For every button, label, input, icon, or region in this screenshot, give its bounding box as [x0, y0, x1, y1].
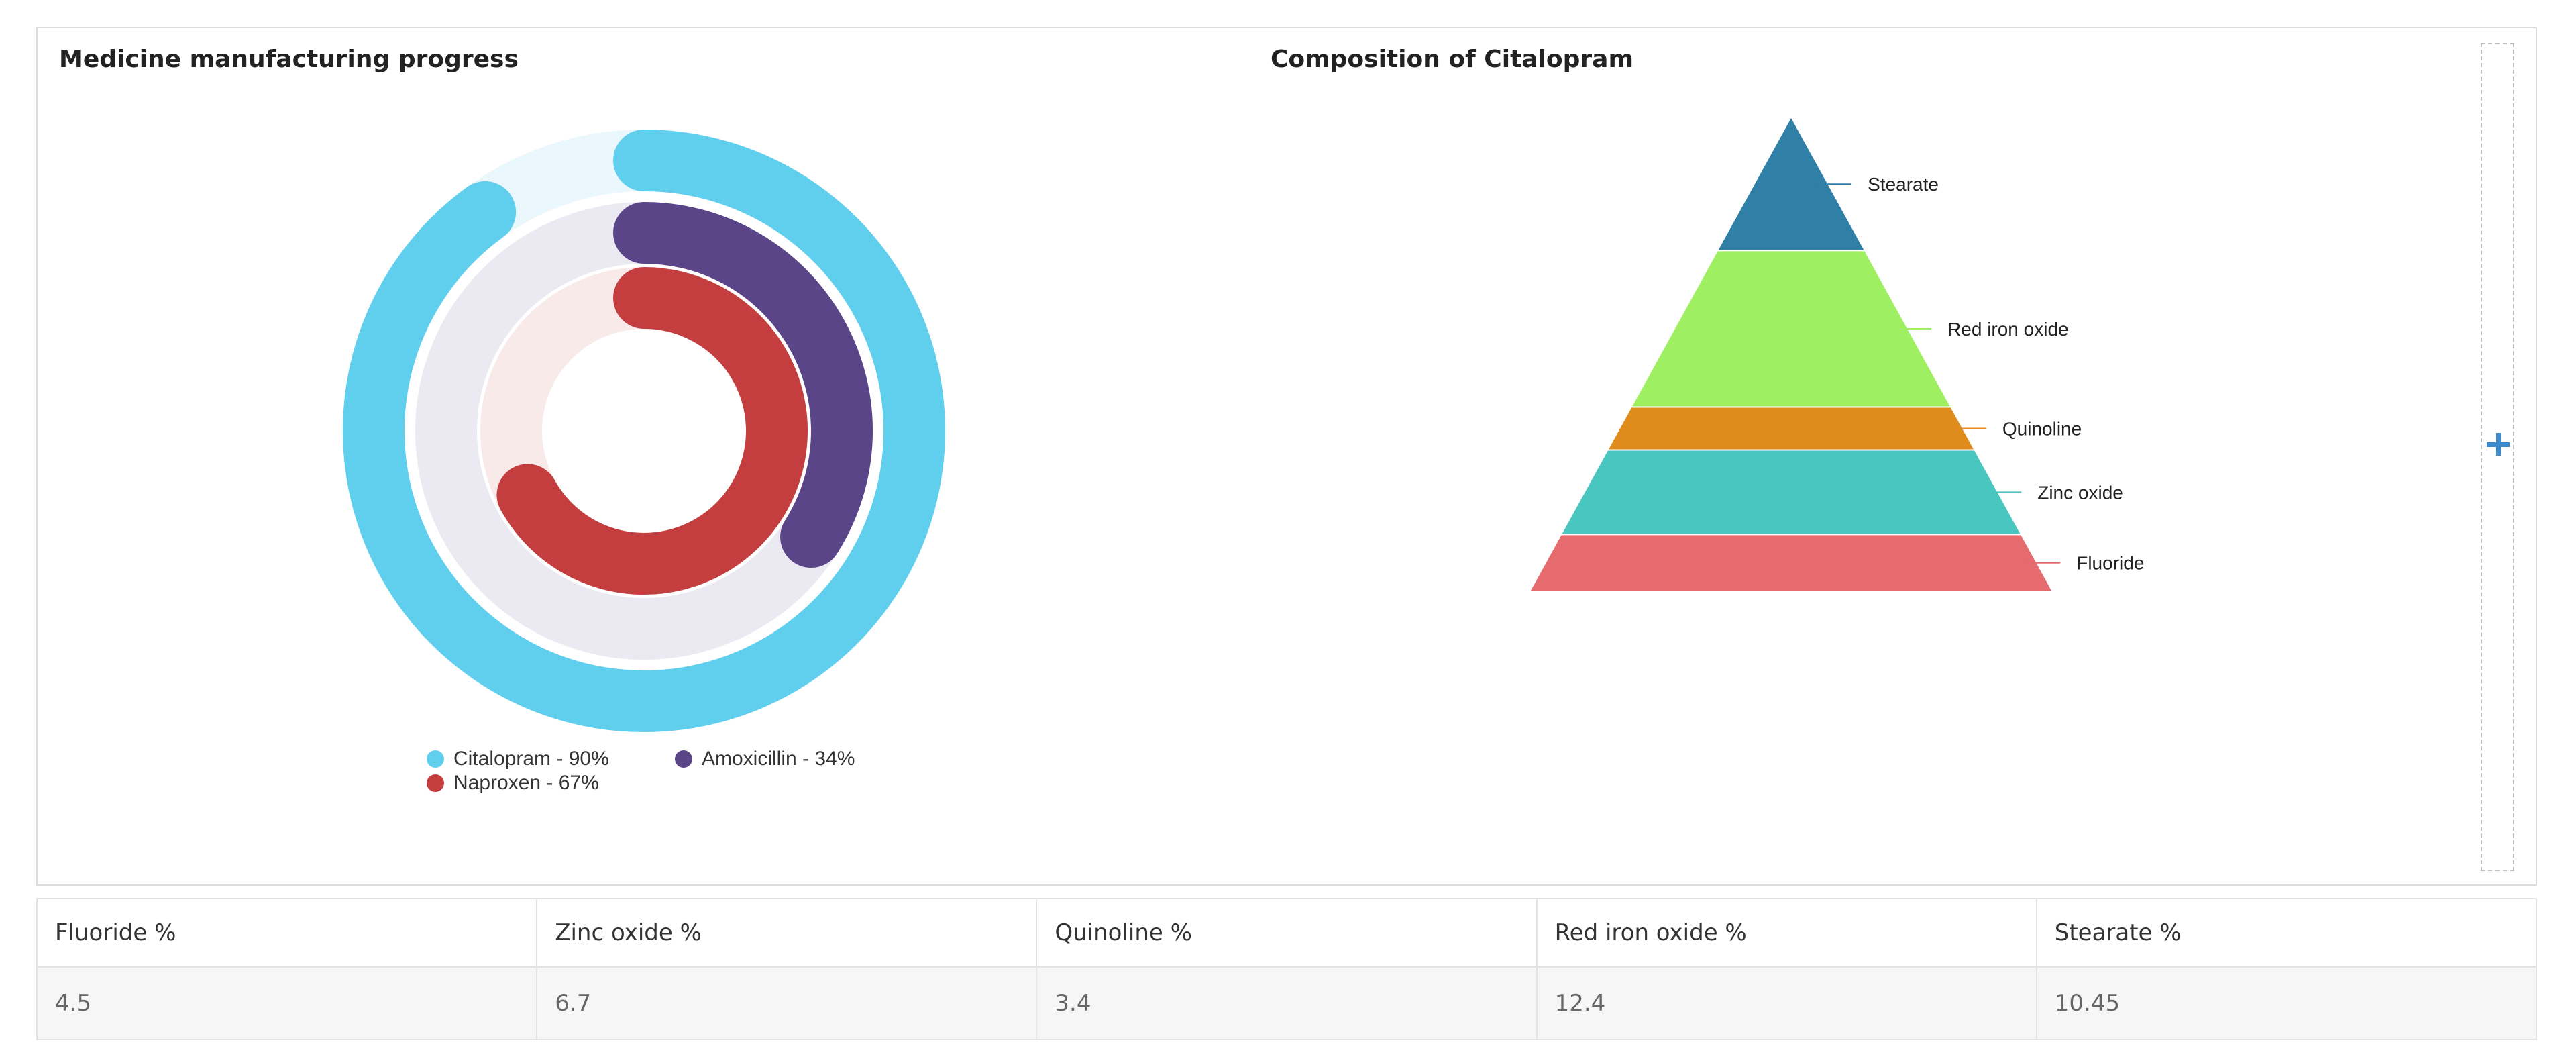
table-header-cell: Stearate %	[2035, 898, 2538, 968]
pyramid-label-fluoride: Fluoride	[2076, 553, 2144, 574]
table-cell: 4.5	[36, 966, 538, 1040]
legend-marker	[675, 750, 692, 768]
pyramid-segment-red-iron-oxide	[1632, 251, 1950, 407]
pyramid-label-zinc-oxide: Zinc oxide	[2037, 482, 2123, 503]
pyramid-segment-fluoride	[1531, 535, 2051, 591]
pyramid-segment-quinoline	[1609, 407, 1974, 450]
table-header-row: Fluoride % Zinc oxide % Quinoline % Red …	[36, 898, 2538, 968]
radial-chart-legend: Citalopram - 90% Amoxicillin - 34% Naproxe…	[389, 744, 899, 804]
legend-item-amoxicillin[interactable]: Amoxicillin - 34%	[675, 748, 855, 770]
pyramid-label-quinoline: Quinoline	[2002, 419, 2082, 440]
table-header-cell: Zinc oxide %	[536, 898, 1038, 968]
table-row: 4.5 6.7 3.4 12.4 10.45	[36, 966, 2538, 1040]
radial-bar-naproxen	[496, 267, 808, 595]
table-cell: 3.4	[1036, 966, 1538, 1040]
legend-label: Amoxicillin - 34%	[702, 748, 855, 770]
radial-bar-citalopram	[343, 130, 945, 732]
composition-table: Fluoride % Zinc oxide % Quinoline % Red …	[36, 898, 2538, 1040]
legend-label: Citalopram - 90%	[453, 748, 609, 770]
radial-bar-amoxicillin	[613, 202, 873, 568]
table-header-cell: Fluoride %	[36, 898, 538, 968]
plus-icon[interactable]	[2485, 431, 2512, 458]
widget-drop-zone[interactable]	[2481, 43, 2514, 871]
table-header-cell: Red iron oxide %	[1536, 898, 2037, 968]
legend-item-naproxen[interactable]: Naproxen - 67%	[427, 772, 599, 795]
legend-marker	[427, 774, 444, 792]
table-header-cell: Quinoline %	[1036, 898, 1538, 968]
pyramid-label-red-iron-oxide: Red iron oxide	[1947, 319, 2069, 340]
charts-canvas: Fluoride Zinc oxide Quinoline Red iron oxid…	[343, 118, 2144, 732]
table-cell: 12.4	[1536, 966, 2037, 1040]
radial-chart-title: Medicine manufacturing progress	[59, 46, 519, 73]
legend-label: Naproxen - 67%	[453, 772, 599, 794]
pyramid-label-stearate: Stearate	[1868, 174, 1939, 195]
pyramid-segment-stearate	[1718, 118, 1864, 250]
pyramid-chart-title: Composition of Citalopram	[1271, 46, 1633, 73]
table-cell: 6.7	[536, 966, 1038, 1040]
legend-marker	[427, 750, 444, 768]
legend-item-citalopram[interactable]: Citalopram - 90%	[427, 748, 609, 770]
table-cell: 10.45	[2035, 966, 2538, 1040]
pyramid-segment-zinc-oxide	[1562, 450, 2021, 534]
